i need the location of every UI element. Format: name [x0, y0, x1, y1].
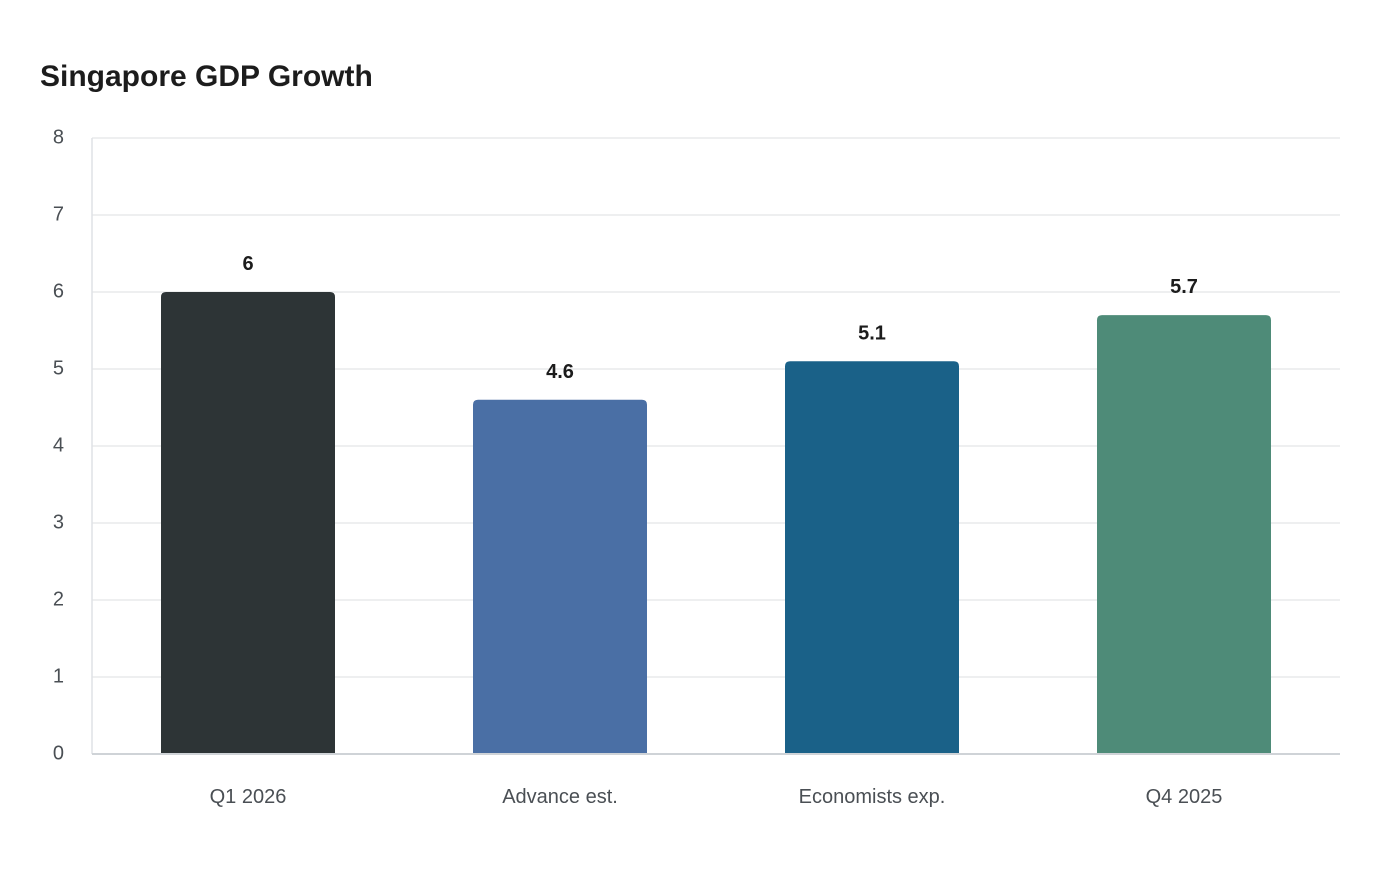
y-tick-label: 7: [53, 203, 64, 225]
data-label: 4.6: [546, 361, 574, 383]
x-tick-label: Q1 2026: [210, 786, 287, 808]
bar: [1097, 315, 1271, 754]
bar: [785, 361, 959, 754]
y-tick-label: 1: [53, 665, 64, 687]
chart-title: Singapore GDP Growth: [40, 60, 373, 93]
y-tick-label: 6: [53, 280, 64, 302]
data-label: 5.1: [858, 322, 886, 344]
bar: [473, 399, 647, 754]
y-tick-label: 5: [53, 357, 64, 379]
y-tick-label: 8: [53, 126, 64, 148]
data-label: 6: [242, 253, 253, 275]
x-tick-label: Q4 2025: [1146, 786, 1223, 808]
y-tick-label: 0: [53, 742, 64, 764]
y-tick-label: 4: [53, 434, 64, 456]
y-tick-label: 2: [53, 588, 64, 610]
x-tick-label: Economists exp.: [799, 786, 946, 808]
data-label: 5.7: [1170, 276, 1198, 298]
y-tick-label: 3: [53, 511, 64, 533]
bar: [161, 292, 335, 754]
x-tick-label: Advance est.: [502, 786, 618, 808]
